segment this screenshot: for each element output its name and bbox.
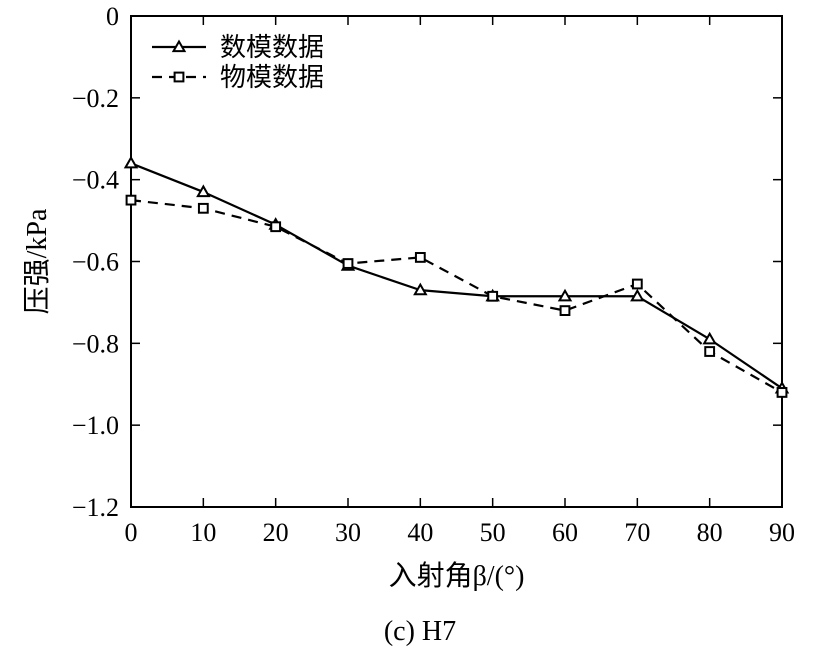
x-tick-label: 10 (190, 518, 216, 547)
x-tick-label: 70 (624, 518, 650, 547)
series-layer (123, 155, 790, 398)
legend-entry: 数模数据 (152, 33, 324, 63)
x-tick-label: 80 (697, 518, 723, 547)
legend-label: 物模数据 (220, 63, 324, 93)
x-tick-label: 30 (335, 518, 361, 547)
data-point (171, 39, 187, 53)
x-tick-label: 0 (125, 518, 138, 547)
data-point (557, 288, 573, 302)
data-point (630, 288, 645, 302)
data-point (125, 194, 137, 206)
series-line (130, 199, 783, 394)
data-point (776, 387, 788, 398)
legend-label: 数模数据 (220, 33, 324, 63)
data-point (702, 331, 717, 345)
y-tick-label: −0.2 (72, 84, 119, 113)
x-tick-label: 60 (552, 518, 578, 547)
y-tick-label: −0.8 (72, 329, 119, 358)
data-point (414, 252, 426, 263)
y-tick-label: −0.6 (72, 248, 119, 277)
y-tick-label: 0 (106, 2, 119, 31)
data-point (487, 290, 499, 302)
data-point (559, 305, 571, 317)
data-point (342, 258, 354, 269)
y-tick-label: −1.2 (72, 493, 119, 522)
data-point (270, 221, 282, 233)
ticks-layer: 0 10 20 30 40 50 60 70 80 90 0 −0.2 −0.4 −0.6 −0.8 −1.0… (72, 2, 795, 547)
series-1 (123, 155, 790, 394)
x-tick-label: 40 (407, 518, 433, 547)
y-tick-label: −1.0 (72, 411, 119, 440)
x-tick-label: 90 (769, 518, 795, 547)
legend-entry: 物模数据 (152, 63, 324, 93)
x-axis-title: 入射角β/(°) (389, 560, 525, 592)
data-point (123, 155, 139, 169)
data-point (704, 346, 716, 357)
data-point (631, 278, 643, 290)
data-point (197, 202, 209, 214)
series-2 (125, 194, 788, 398)
data-point (413, 282, 428, 296)
y-tick-label: −0.4 (72, 166, 119, 195)
x-tick-label: 50 (480, 518, 506, 547)
data-point (196, 184, 211, 198)
figure-caption: (c) H7 (384, 616, 456, 647)
y-axis-title: 压强/kPa (22, 208, 53, 314)
data-point (173, 71, 185, 83)
x-tick-label: 20 (263, 518, 289, 547)
